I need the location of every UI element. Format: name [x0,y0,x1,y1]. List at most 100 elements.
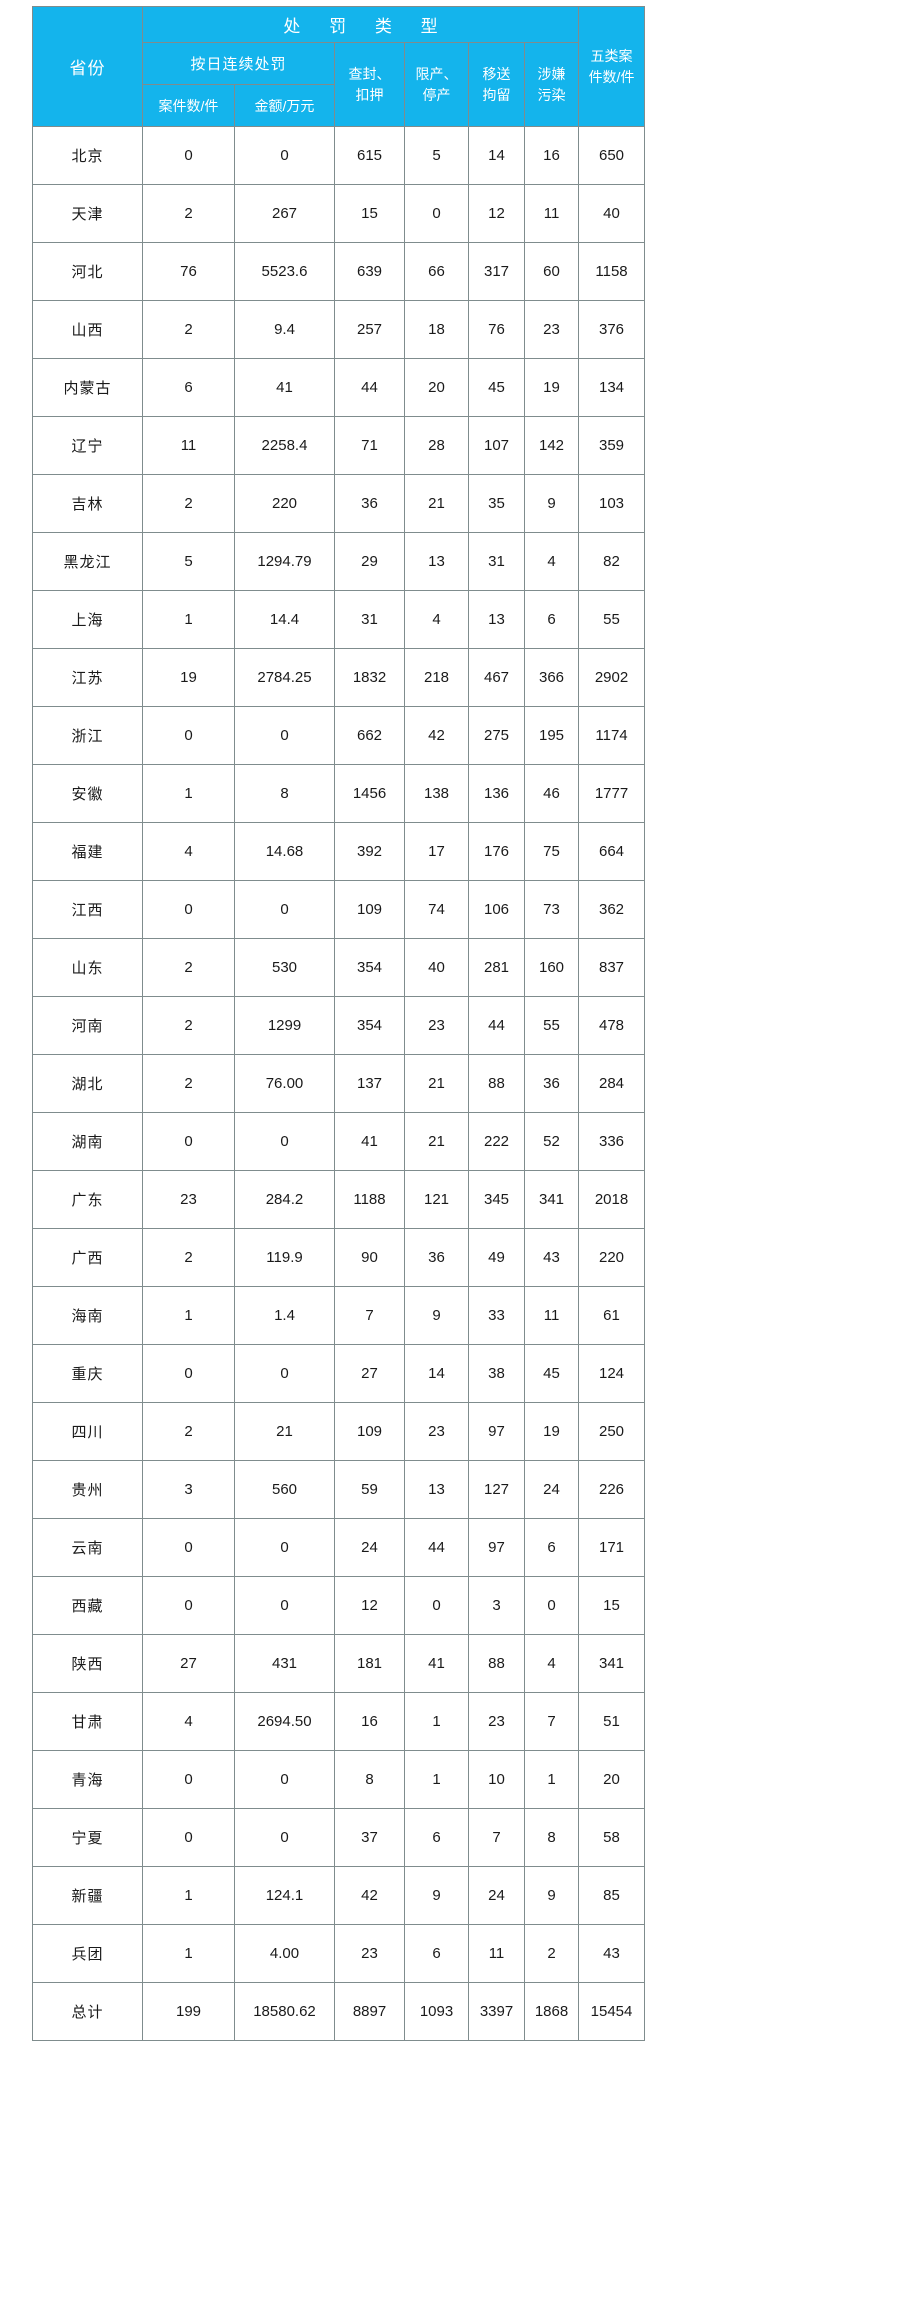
cell-value: 36 [523,1054,580,1113]
table-row: 江苏 19 2784.25 1832 218 467 366 2902 [32,648,646,707]
cell-value: 0 [234,1518,335,1577]
cell-value: 354 [334,996,405,1055]
cell-province-name: 宁夏 [32,1808,143,1867]
cell-value: 40 [404,938,469,997]
cell-value: 71 [334,416,405,475]
cell-value: 7 [334,1286,405,1345]
cell-value: 51 [578,1692,646,1751]
cell-value: 23 [404,1402,469,1461]
cell-value: 8 [234,764,335,823]
cell-value: 109 [334,880,405,939]
cell-province-name: 总计 [32,1982,143,2041]
cell-value: 27 [334,1344,405,1403]
cell-value: 76.00 [234,1054,335,1113]
table-body: 北京 0 0 615 5 14 16 650 天津 2 267 15 0 12 11 40 河北 76 5523.6… [32,126,646,2041]
cell-value: 17 [404,822,469,881]
cell-value: 6 [142,358,235,417]
cell-value: 4 [523,532,580,591]
cell-value: 5 [142,532,235,591]
cell-value: 45 [523,1344,580,1403]
cell-value: 4 [142,1692,235,1751]
cell-value: 11 [523,184,580,243]
cell-value: 2784.25 [234,648,335,707]
cell-value: 23 [142,1170,235,1229]
cell-province-name: 福建 [32,822,143,881]
cell-value: 1174 [578,706,646,765]
cell-value: 19 [142,648,235,707]
cell-value: 0 [142,1112,235,1171]
cell-value: 61 [578,1286,646,1345]
table-row: 海南 1 1.4 7 9 33 11 61 [32,1286,646,1345]
cell-value: 0 [234,1750,335,1809]
cell-value: 41 [334,1112,405,1171]
cell-value: 1777 [578,764,646,823]
cell-value: 478 [578,996,646,1055]
table-row: 内蒙古 6 41 44 20 45 19 134 [32,358,646,417]
cell-value: 15 [578,1576,646,1635]
cell-value: 1456 [334,764,405,823]
cell-value: 52 [523,1112,580,1171]
cell-value: 0 [142,1344,235,1403]
cell-value: 0 [142,880,235,939]
cell-value: 27 [142,1634,235,1693]
cell-value: 1299 [234,996,335,1055]
cell-value: 76 [142,242,235,301]
table-row: 湖北 2 76.00 137 21 88 36 284 [32,1054,646,1113]
cell-value: 11 [468,1924,525,1983]
cell-value: 160 [523,938,580,997]
cell-value: 19 [523,1402,580,1461]
cell-value: 19 [523,358,580,417]
cell-value: 1868 [523,1982,580,2041]
table-row: 福建 4 14.68 392 17 176 75 664 [32,822,646,881]
cell-value: 4 [404,590,469,649]
cell-value: 73 [523,880,580,939]
table-row: 贵州 3 560 59 13 127 24 226 [32,1460,646,1519]
cell-value: 13 [404,1460,469,1519]
cell-value: 85 [578,1866,646,1925]
table-header: 省份 处 罚 类 型 五类案 件数/件 按日连续处罚 查封、 扣押 限产、 停产 [32,6,646,127]
cell-value: 639 [334,242,405,301]
table-row: 西藏 0 0 12 0 3 0 15 [32,1576,646,1635]
cell-value: 23 [404,996,469,1055]
cell-value: 0 [234,126,335,185]
cell-province-name: 湖南 [32,1112,143,1171]
cell-value: 44 [334,358,405,417]
cell-value: 37 [334,1808,405,1867]
cell-value: 45 [468,358,525,417]
cell-value: 281 [468,938,525,997]
table-total-row: 总计 199 18580.62 8897 1093 3397 1868 15454 [32,1982,646,2041]
cell-value: 1 [142,1286,235,1345]
penalty-statistics-table: 省份 处 罚 类 型 五类案 件数/件 按日连续处罚 查封、 扣押 限产、 停产 [32,6,646,2041]
table-row: 辽宁 11 2258.4 71 28 107 142 359 [32,416,646,475]
cell-value: 0 [234,706,335,765]
cell-value: 46 [523,764,580,823]
cell-value: 41 [234,358,335,417]
cell-value: 59 [334,1460,405,1519]
cell-value: 181 [334,1634,405,1693]
cell-value: 1093 [404,1982,469,2041]
cell-province-name: 青海 [32,1750,143,1809]
cell-province-name: 江苏 [32,648,143,707]
cell-value: 0 [234,1808,335,1867]
cell-value: 1 [523,1750,580,1809]
cell-value: 74 [404,880,469,939]
column-group-header-daily-penalty: 按日连续处罚 [142,42,335,85]
cell-value: 199 [142,1982,235,2041]
cell-value: 138 [404,764,469,823]
cell-value: 44 [404,1518,469,1577]
cell-value: 88 [468,1634,525,1693]
cell-value: 5 [404,126,469,185]
column-header-transfer-detention: 移送 拘留 [468,42,525,127]
cell-value: 58 [578,1808,646,1867]
cell-value: 10 [468,1750,525,1809]
cell-value: 0 [234,1344,335,1403]
cell-province-name: 浙江 [32,706,143,765]
cell-province-name: 西藏 [32,1576,143,1635]
cell-value: 650 [578,126,646,185]
cell-value: 15454 [578,1982,646,2041]
seal-label-line1: 查封、 [348,66,391,83]
cell-value: 14 [468,126,525,185]
cell-value: 345 [468,1170,525,1229]
column-group-header-penalty-type: 处 罚 类 型 [141,6,580,43]
table-row: 浙江 0 0 662 42 275 195 1174 [32,706,646,765]
